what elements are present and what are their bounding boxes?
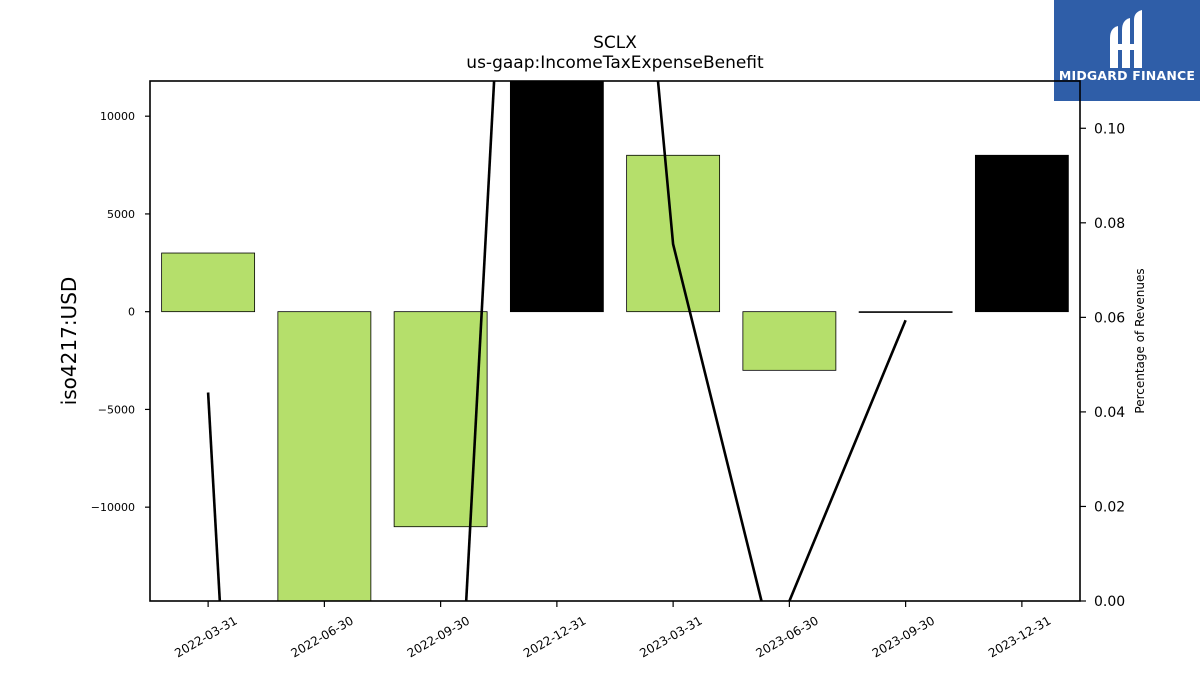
left-axis: −10000 −5000 0 5000 10000	[91, 110, 150, 514]
bar-2022-12-31	[509, 80, 604, 313]
y-tick-label: −5000	[98, 403, 135, 416]
y2-tick-label: 0.06	[1094, 310, 1125, 326]
y-tick-label: −10000	[91, 501, 135, 514]
bar-2022-03-31	[161, 252, 256, 313]
line-segment-3	[788, 319, 907, 602]
y2-axis-label: Percentage of Revenues	[1133, 268, 1147, 413]
y2-tick-label: 0.00	[1094, 594, 1125, 610]
x-tick-label: 2023-12-31	[986, 613, 1053, 660]
y-tick-label: 10000	[100, 110, 135, 123]
x-tick-label: 2022-12-31	[521, 613, 588, 660]
midgard-finance-logo-icon	[1110, 10, 1142, 68]
y-tick-label: 5000	[107, 208, 135, 221]
x-tick-label: 2023-06-30	[753, 613, 820, 660]
right-axis: 0.00 0.02 0.04 0.06 0.08 0.10	[1080, 121, 1125, 610]
bar-2023-12-31	[974, 154, 1069, 313]
y2-tick-label: 0.04	[1094, 405, 1125, 421]
chart-subtitle: us-gaap:IncomeTaxExpenseBenefit	[466, 53, 764, 73]
bars-group	[161, 80, 1069, 602]
y2-tick-label: 0.10	[1094, 121, 1125, 137]
y-axis-label: iso4217:USD	[57, 277, 81, 406]
bar-2023-09-30	[858, 311, 953, 313]
x-tick-label: 2022-09-30	[405, 613, 472, 660]
logo-text: MIDGARD FINANCE	[1058, 68, 1196, 83]
x-tick-label: 2023-03-31	[637, 613, 704, 660]
bar-2022-06-30	[277, 311, 372, 602]
line-segment-2	[656, 80, 763, 602]
chart-title: SCLX	[593, 33, 637, 53]
bar-2023-06-30	[742, 311, 837, 371]
y-tick-label: 0	[128, 306, 135, 319]
x-axis: 2022-03-31 2022-06-30 2022-09-30 2022-12-31…	[172, 601, 1053, 660]
line-series-group	[206, 80, 907, 602]
x-tick-label: 2023-09-30	[870, 613, 937, 660]
line-segment-1	[464, 80, 496, 602]
plot-frame	[149, 80, 1081, 602]
y2-tick-label: 0.02	[1094, 499, 1125, 515]
line-segment-0	[206, 392, 222, 602]
x-tick-label: 2022-06-30	[288, 613, 355, 660]
midgard-finance-logo: MIDGARD FINANCE	[1054, 0, 1200, 101]
x-tick-label: 2022-03-31	[172, 613, 239, 660]
y2-tick-label: 0.08	[1094, 216, 1125, 232]
